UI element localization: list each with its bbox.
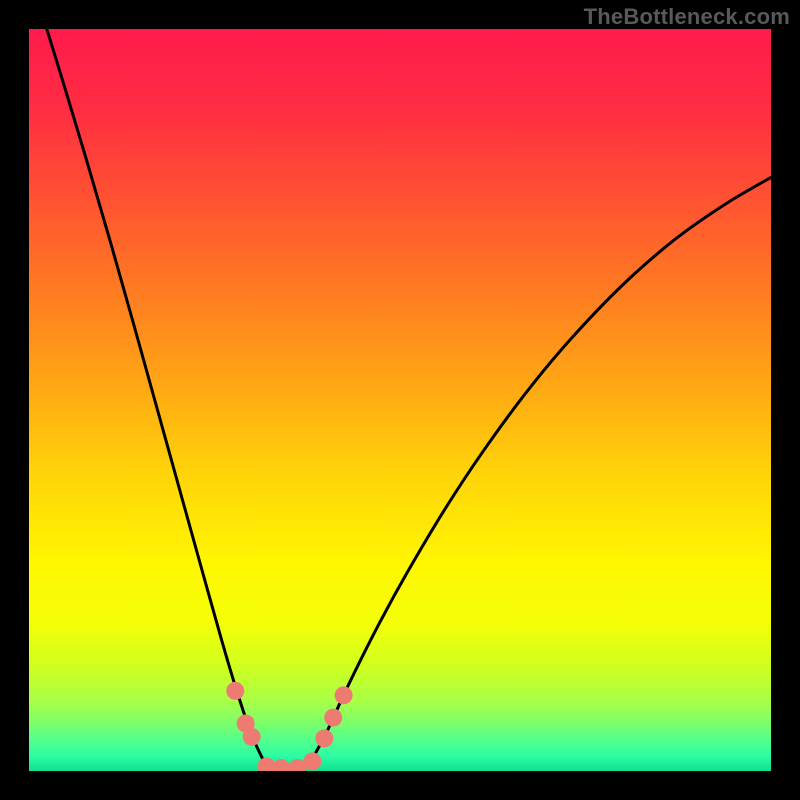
watermark-text: TheBottleneck.com (584, 4, 790, 30)
data-marker (243, 728, 261, 746)
gradient-background (29, 29, 771, 771)
data-marker (335, 686, 353, 704)
data-marker (324, 709, 342, 727)
data-marker (303, 752, 321, 770)
data-marker (226, 682, 244, 700)
plot-area (29, 29, 771, 771)
chart-frame: TheBottleneck.com (0, 0, 800, 800)
data-marker (315, 729, 333, 747)
plot-svg (29, 29, 771, 771)
